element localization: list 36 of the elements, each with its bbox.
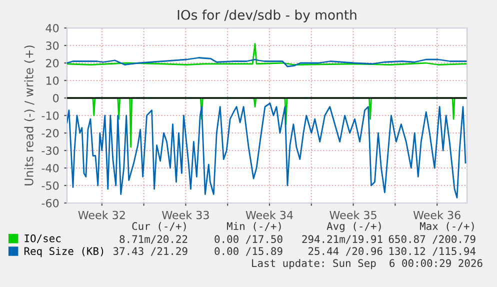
- y-tick-label: -20: [42, 128, 59, 138]
- line-series: [67, 43, 467, 66]
- y-tick-label: 40: [46, 24, 59, 32]
- x-tick-label: Week 32: [78, 210, 125, 220]
- text: Last update: Sun Sep 6 00:00:29 2026: [252, 258, 482, 270]
- x-tick-label: Week 35: [330, 210, 376, 220]
- line-series: [67, 102, 466, 198]
- y-tick-label: 30: [46, 41, 59, 50]
- chart-title: IOs for /dev/sdb - by month: [178, 10, 356, 22]
- y-tick-label: 0: [53, 94, 59, 102]
- y-tick-label: -50: [42, 181, 59, 190]
- text: 0.00 /15.89: [214, 247, 282, 256]
- text: 8.71m/20.22: [120, 235, 188, 244]
- text: 37.43 /21.29: [113, 247, 188, 256]
- legend-label: IO/sec: [24, 234, 61, 244]
- x-tick-label: Week 34: [246, 210, 293, 220]
- text: 0.00 /17.50: [214, 235, 282, 244]
- text: 294.21m/19.91: [302, 235, 382, 244]
- text: 25.44 /20.96: [308, 247, 382, 256]
- x-tick-label: Week 33: [162, 210, 209, 220]
- y-tick-label: 10: [46, 76, 59, 85]
- y-tick-label: -10: [42, 111, 59, 120]
- legend-label: Req Size (KB): [24, 246, 104, 258]
- text: Cur (-/+): [132, 222, 186, 232]
- y-axis-title: Units read (-) / write (+): [24, 46, 35, 186]
- y-tick-label: -40: [42, 164, 59, 172]
- y-tick-label: 20: [46, 58, 59, 68]
- text: Avg (-/+): [326, 222, 381, 232]
- text: Min (-/+): [226, 222, 281, 232]
- y-tick-label: -30: [42, 146, 59, 155]
- line-series: [67, 57, 467, 68]
- y-tick-label: -60: [42, 198, 59, 208]
- text: 650.87 /200.79: [388, 235, 476, 244]
- text: Max (-/+): [420, 222, 474, 232]
- x-tick-label: Week 36: [413, 210, 460, 220]
- text: 130.12 /115.94: [389, 247, 476, 256]
